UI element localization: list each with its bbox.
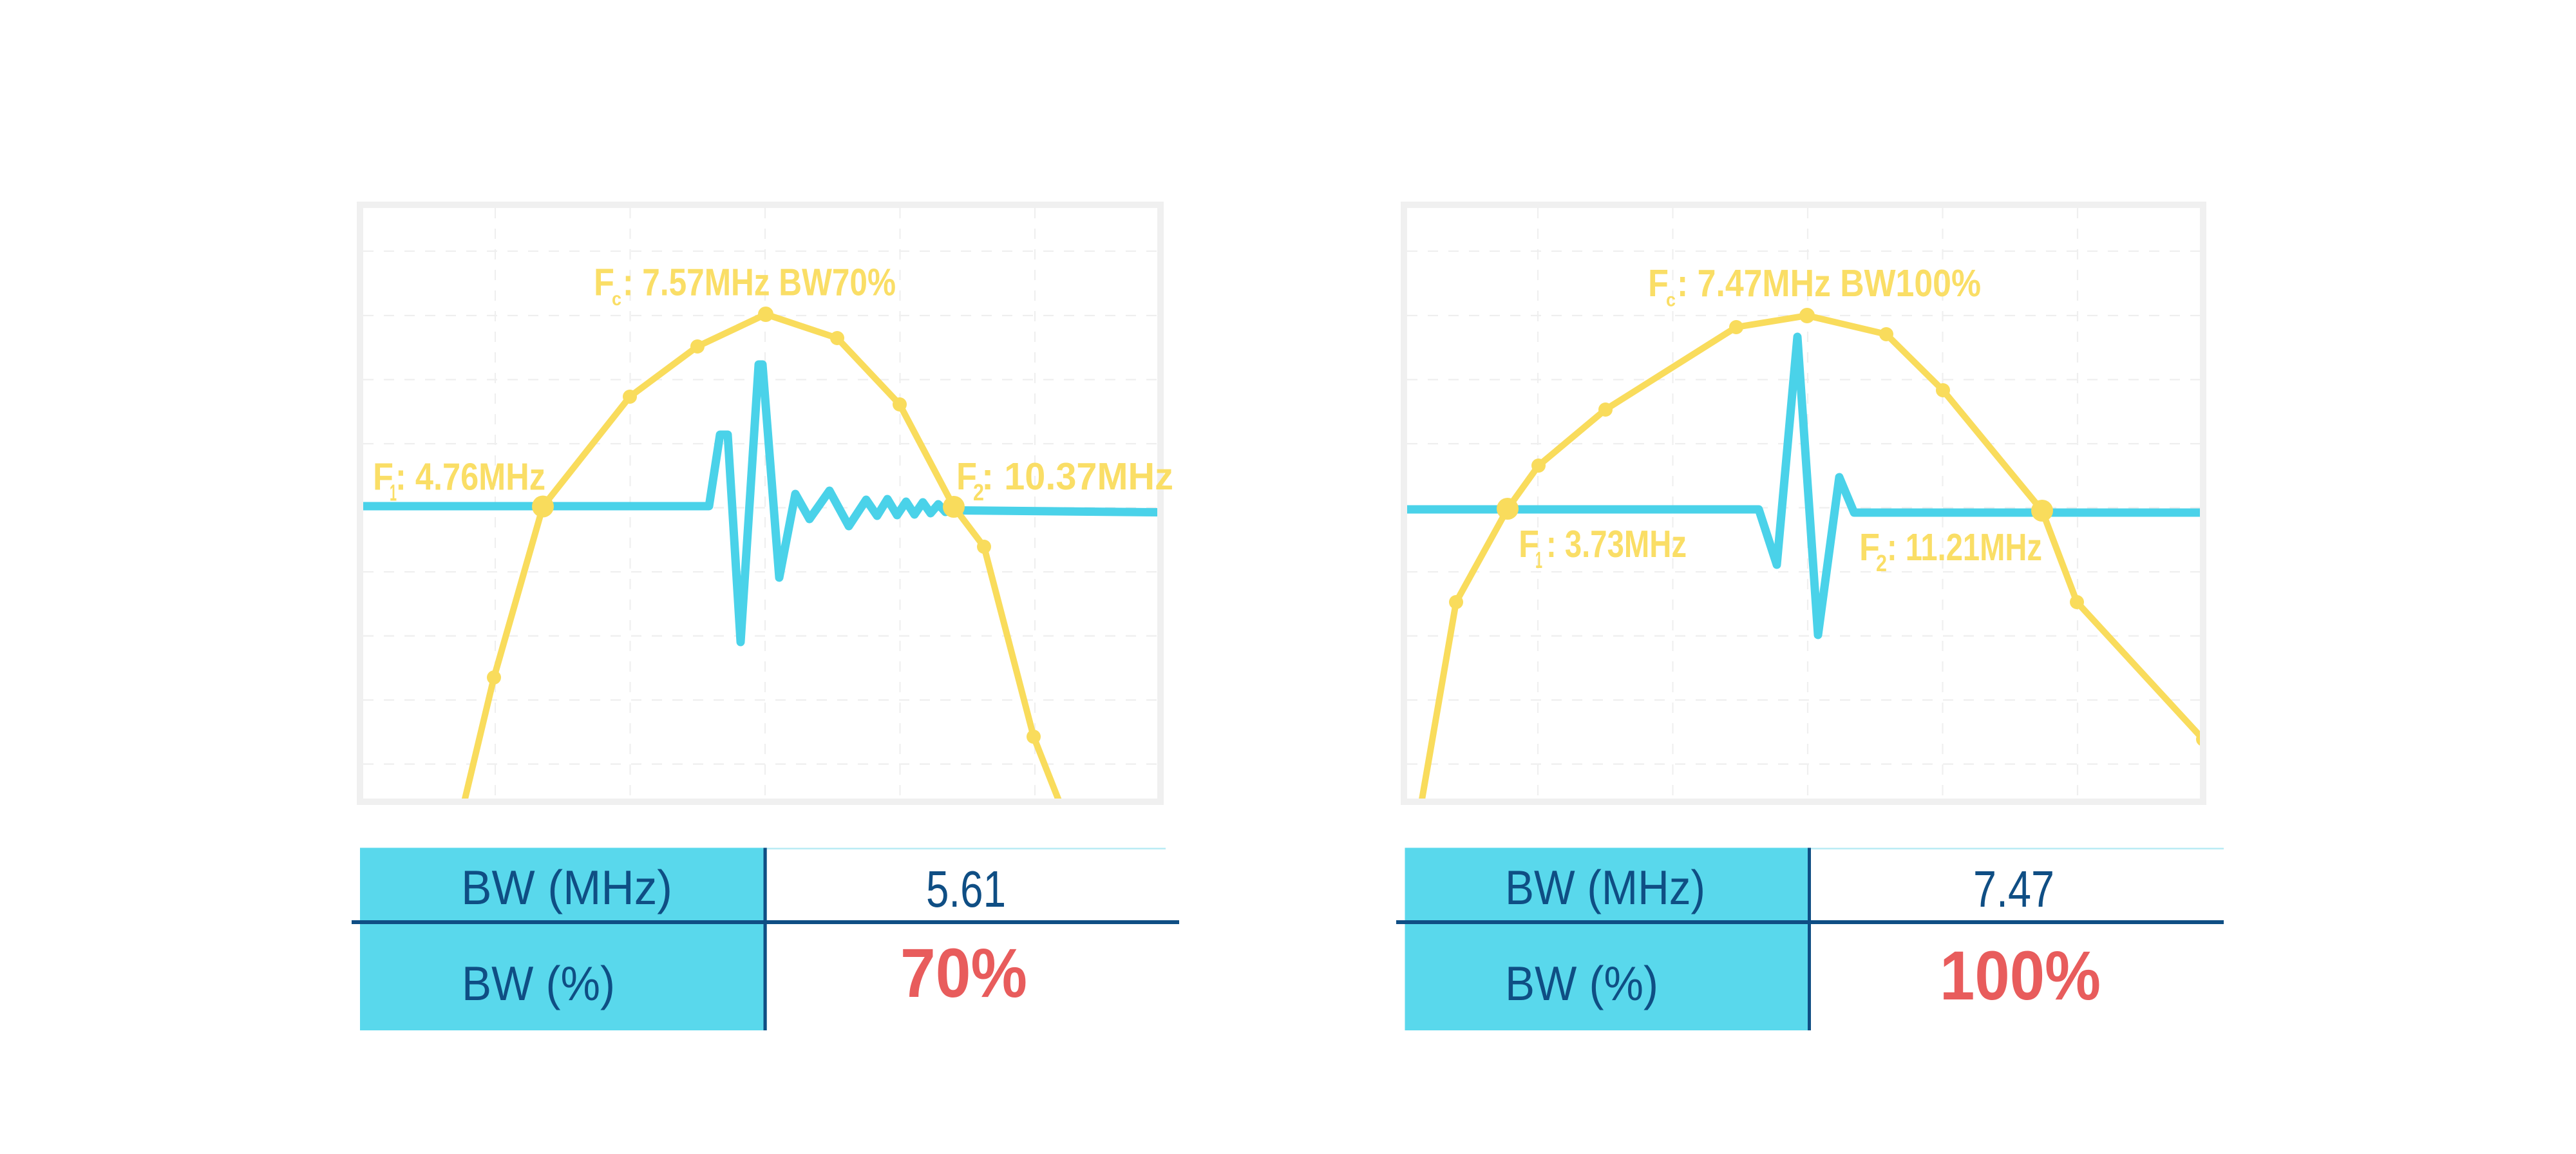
svg-text:F: F <box>956 455 977 498</box>
svg-text:F: F <box>1519 523 1539 565</box>
svg-text:: 11.21MHz: : 11.21MHz <box>1887 526 2042 569</box>
svg-text:1: 1 <box>1535 547 1542 573</box>
svg-text:: 10.37MHz: : 10.37MHz <box>981 455 1173 498</box>
svg-text:5.61: 5.61 <box>926 860 1006 918</box>
svg-text:: 7.57MHz BW70%: : 7.57MHz BW70% <box>623 261 896 304</box>
svg-text:100%: 100% <box>1940 936 2101 1014</box>
svg-text:F: F <box>1648 262 1669 305</box>
svg-text:c: c <box>1666 290 1676 311</box>
svg-text:BW (MHz): BW (MHz) <box>461 860 672 914</box>
svg-text:F: F <box>373 456 393 498</box>
svg-text:: 4.76MHz: : 4.76MHz <box>395 456 545 498</box>
svg-text:2: 2 <box>1876 550 1887 576</box>
svg-text:c: c <box>612 288 621 310</box>
svg-text:BW (%): BW (%) <box>1505 956 1658 1010</box>
svg-text:F: F <box>1859 526 1880 569</box>
svg-text:70%: 70% <box>900 934 1027 1012</box>
svg-text:: 3.73MHz: : 3.73MHz <box>1546 523 1687 565</box>
svg-text:F: F <box>594 261 614 304</box>
svg-text:BW (%): BW (%) <box>462 956 615 1010</box>
svg-text:7.47: 7.47 <box>1973 860 2054 918</box>
svg-text:2: 2 <box>973 479 984 506</box>
svg-text:BW (MHz): BW (MHz) <box>1505 860 1705 914</box>
svg-text:1: 1 <box>390 480 397 506</box>
svg-text:: 7.47MHz BW100%: : 7.47MHz BW100% <box>1677 262 1981 305</box>
